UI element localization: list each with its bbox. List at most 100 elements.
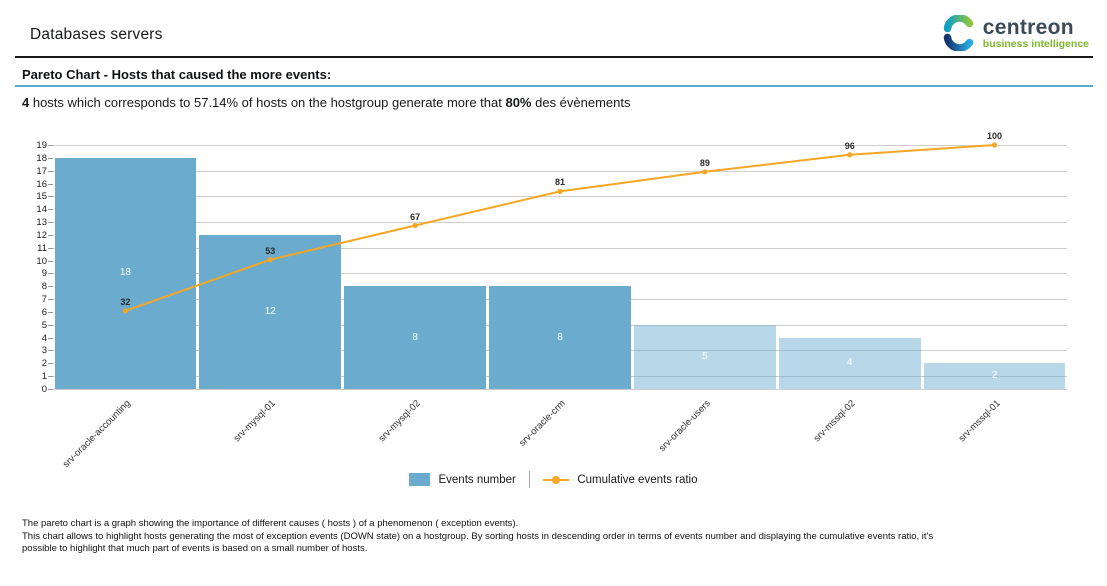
description-line: The pareto chart is a graph showing the … bbox=[22, 518, 519, 529]
y-axis-tick-mark bbox=[48, 170, 53, 172]
y-axis-tick-label: 2 bbox=[41, 358, 47, 370]
y-axis-tick-label: 10 bbox=[36, 255, 47, 267]
events-number-bar: 2 bbox=[923, 363, 1066, 389]
line-marker-icon bbox=[543, 475, 570, 485]
bar-value-label: 8 bbox=[412, 331, 418, 343]
gridline bbox=[53, 145, 1067, 146]
y-axis-tick-label: 0 bbox=[41, 384, 47, 395]
cumulative-ratio-point bbox=[122, 308, 129, 314]
centreon-logo-icon bbox=[940, 15, 976, 51]
summary-text-1: hosts which corresponds to 57.14% of hos… bbox=[29, 95, 506, 110]
y-axis-tick-label: 8 bbox=[41, 281, 47, 293]
y-axis-tick-mark bbox=[48, 145, 53, 146]
description-line: possible to highlight that much part of … bbox=[22, 543, 368, 554]
cumulative-ratio-point bbox=[991, 142, 998, 148]
legend-divider bbox=[528, 471, 531, 488]
y-axis-tick-label: 12 bbox=[36, 229, 47, 241]
x-axis-category-label: srv-mssql-02 bbox=[811, 398, 858, 445]
centreon-logo-name: centreon bbox=[982, 15, 1074, 39]
y-axis-tick-mark bbox=[48, 337, 53, 339]
y-axis-tick-mark bbox=[48, 196, 53, 198]
cumulative-ratio-point bbox=[702, 169, 708, 175]
bar-value-label: 4 bbox=[846, 357, 853, 369]
events-number-bar: 18 bbox=[54, 157, 197, 389]
y-axis-tick-mark bbox=[48, 247, 53, 249]
gridline bbox=[53, 389, 1067, 390]
chart-description: The pareto chart is a graph showing the … bbox=[22, 518, 1087, 556]
y-axis-tick-mark bbox=[48, 157, 53, 159]
y-axis-tick-label: 13 bbox=[36, 217, 47, 229]
y-axis-tick-label: 9 bbox=[41, 268, 47, 280]
bar-value-label: 8 bbox=[557, 331, 563, 343]
x-axis-category-label: srv-mysql-01 bbox=[231, 398, 279, 445]
cumulative-ratio-value-label: 53 bbox=[265, 245, 276, 256]
cumulative-ratio-point bbox=[557, 188, 563, 194]
cumulative-ratio-value-label: 81 bbox=[554, 177, 565, 188]
pareto-chart: 0 1 2 3 4 5 6 7 8 9 10 11 12 13 14 15 16 17 18 19 18 12 8 8 5 4 2 3… bbox=[0, 130, 1107, 470]
y-axis-tick-mark bbox=[48, 376, 53, 378]
y-axis-tick-label: 14 bbox=[36, 204, 47, 216]
cumulative-ratio-line bbox=[122, 142, 998, 314]
y-axis-tick-mark bbox=[48, 183, 53, 185]
y-axis-tick-mark bbox=[48, 350, 53, 352]
x-axis-category-label: srv-mssql-01 bbox=[956, 398, 1003, 445]
gridline bbox=[53, 170, 1067, 172]
bar-value-label: 18 bbox=[119, 267, 131, 279]
bar-value-label: 2 bbox=[991, 370, 998, 382]
summary-threshold: 80% bbox=[505, 95, 532, 110]
bar-swatch-icon bbox=[409, 473, 431, 486]
y-axis-tick-label: 1 bbox=[41, 371, 47, 383]
bar-value-label: 5 bbox=[702, 350, 708, 362]
y-axis-tick-label: 17 bbox=[36, 165, 47, 177]
y-axis-tick-mark bbox=[48, 222, 53, 224]
y-axis-tick-label: 15 bbox=[36, 191, 47, 203]
legend-item-events-number: Events number bbox=[409, 473, 516, 486]
y-axis-tick-mark bbox=[48, 234, 53, 236]
y-axis-tick-label: 3 bbox=[41, 345, 47, 357]
y-axis-tick-label: 19 bbox=[36, 140, 47, 151]
description-line: This chart allows to highlight hosts gen… bbox=[22, 530, 934, 542]
events-number-bar: 4 bbox=[778, 337, 921, 389]
cumulative-ratio-value-label: 89 bbox=[699, 157, 710, 168]
cumulative-ratio-point bbox=[267, 257, 273, 263]
y-axis-tick-mark bbox=[48, 299, 53, 301]
cumulative-ratio-point bbox=[847, 152, 853, 158]
bar-value-label: 12 bbox=[264, 305, 276, 317]
heading-underline bbox=[15, 85, 1093, 87]
y-axis-tick-mark bbox=[48, 363, 53, 365]
gridline bbox=[53, 273, 1067, 275]
chart-legend: Events number Cumulative events ratio bbox=[0, 471, 1107, 488]
centreon-logo-text: centreon business intelligence bbox=[983, 17, 1089, 50]
events-number-bar: 5 bbox=[633, 324, 776, 389]
y-axis-tick-label: 5 bbox=[41, 319, 47, 331]
legend-label-events-number: Events number bbox=[438, 473, 516, 486]
pareto-summary: 4 hosts which corresponds to 57.14% of h… bbox=[22, 95, 631, 110]
legend-label-cumulative-ratio: Cumulative events ratio bbox=[577, 473, 698, 486]
x-axis-category-label: srv-oracle-accounting bbox=[61, 398, 134, 471]
chart-section-heading: Pareto Chart - Hosts that caused the mor… bbox=[22, 67, 332, 82]
y-axis-tick-mark bbox=[48, 273, 53, 275]
gridline bbox=[53, 196, 1067, 198]
centreon-logo: centreon business intelligence bbox=[940, 15, 1089, 51]
y-axis-tick-label: 18 bbox=[36, 152, 47, 164]
events-number-bar: 8 bbox=[489, 286, 631, 389]
y-axis-tick-mark bbox=[48, 286, 53, 288]
x-axis-category-label: srv-mysql-02 bbox=[376, 398, 423, 445]
y-axis-tick-mark bbox=[48, 324, 53, 326]
cumulative-ratio-value-label: 67 bbox=[410, 211, 421, 222]
summary-host-count: 4 bbox=[22, 95, 30, 110]
gridline bbox=[53, 247, 1067, 249]
cumulative-ratio-value-label: 96 bbox=[844, 140, 855, 151]
y-axis-tick-label: 7 bbox=[41, 294, 47, 306]
y-axis-tick-label: 6 bbox=[41, 306, 47, 318]
cumulative-ratio-value-label: 32 bbox=[120, 296, 131, 307]
y-axis-tick-label: 16 bbox=[36, 178, 47, 190]
cumulative-ratio-value-label: 100 bbox=[987, 131, 1003, 141]
header-divider bbox=[15, 56, 1093, 58]
cumulative-ratio-point bbox=[412, 222, 418, 229]
y-axis-tick-mark bbox=[48, 260, 53, 262]
summary-text-2: des évènements bbox=[531, 95, 631, 110]
y-axis-tick-mark bbox=[48, 209, 53, 211]
centreon-logo-tagline: business intelligence bbox=[982, 37, 1089, 50]
